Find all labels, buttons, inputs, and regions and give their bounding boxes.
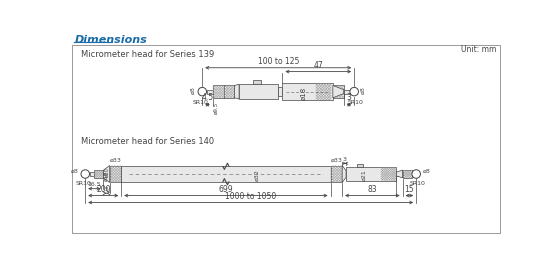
Text: ø18: ø18 xyxy=(301,87,307,100)
Text: ø33: ø33 xyxy=(330,158,342,163)
Bar xyxy=(396,172,403,176)
Text: ø8: ø8 xyxy=(71,168,79,173)
Polygon shape xyxy=(103,165,110,183)
Bar xyxy=(344,90,350,94)
Text: ø9.5: ø9.5 xyxy=(213,102,218,114)
Circle shape xyxy=(350,87,358,96)
Text: ø10: ø10 xyxy=(105,167,110,177)
Bar xyxy=(94,170,103,178)
Text: SR10: SR10 xyxy=(76,181,92,186)
Bar xyxy=(89,172,94,176)
Text: ø19: ø19 xyxy=(103,170,108,181)
Text: 3: 3 xyxy=(347,93,352,102)
Text: 47: 47 xyxy=(314,61,323,70)
Text: 100 to 125: 100 to 125 xyxy=(258,57,299,66)
Text: SR10: SR10 xyxy=(193,100,209,105)
Polygon shape xyxy=(342,165,346,183)
Bar xyxy=(282,83,333,100)
Text: 3: 3 xyxy=(342,157,346,162)
Bar xyxy=(403,170,412,178)
Bar xyxy=(110,165,121,183)
Text: SR10: SR10 xyxy=(410,181,426,186)
Bar xyxy=(333,85,344,98)
Text: ø8: ø8 xyxy=(423,168,431,173)
Text: Micrometer head for Series 139: Micrometer head for Series 139 xyxy=(80,50,214,59)
Text: 15: 15 xyxy=(405,185,414,194)
Text: 4.5: 4.5 xyxy=(201,93,214,102)
Text: ø8: ø8 xyxy=(191,86,196,94)
Circle shape xyxy=(412,170,420,178)
Text: Unit: mm: Unit: mm xyxy=(460,45,496,54)
Text: 16.5: 16.5 xyxy=(88,182,101,187)
Bar xyxy=(239,84,278,99)
Text: 5: 5 xyxy=(105,187,108,192)
Text: 699: 699 xyxy=(219,185,233,194)
Text: ø33: ø33 xyxy=(109,158,122,163)
Bar xyxy=(253,80,261,84)
Bar xyxy=(224,85,234,98)
Text: SR10: SR10 xyxy=(348,100,364,105)
Text: 200: 200 xyxy=(96,185,110,194)
Text: ø21: ø21 xyxy=(361,169,366,181)
Bar xyxy=(357,164,363,168)
Text: Dimensions: Dimensions xyxy=(74,35,147,45)
Bar xyxy=(121,166,330,182)
Text: 1000 to 1050: 1000 to 1050 xyxy=(225,192,276,201)
Polygon shape xyxy=(396,170,403,178)
Polygon shape xyxy=(333,85,344,98)
Text: Micrometer head for Series 140: Micrometer head for Series 140 xyxy=(80,137,214,146)
Polygon shape xyxy=(234,84,239,99)
Bar xyxy=(330,165,342,183)
Bar xyxy=(278,87,282,96)
Text: ø32: ø32 xyxy=(255,169,260,181)
Bar xyxy=(346,168,396,181)
Bar xyxy=(206,90,213,94)
Text: 83: 83 xyxy=(368,185,377,194)
Circle shape xyxy=(81,170,89,178)
Text: ø8: ø8 xyxy=(361,86,365,94)
Bar xyxy=(213,85,224,98)
Circle shape xyxy=(198,87,206,96)
